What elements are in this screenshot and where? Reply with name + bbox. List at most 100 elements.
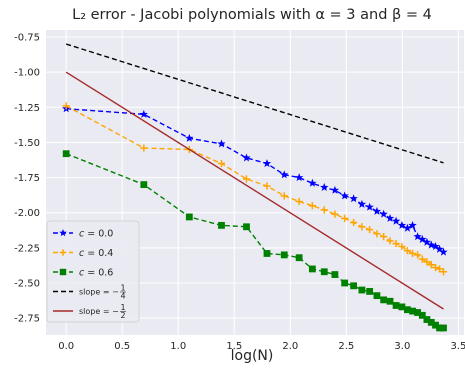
y-axis: -0.75 -1.00 -1.25 -1.50 -1.75 -2.00 -2.25 -2.50… — [14, 33, 40, 325]
y-tick-label: -1.25 — [14, 103, 40, 114]
series-lines — [61, 43, 448, 332]
legend-label: c = 0.0 — [79, 229, 113, 240]
data-point-square — [320, 268, 328, 276]
y-tick-label: -2.25 — [14, 243, 40, 254]
data-point-star — [139, 109, 149, 118]
data-point-star — [185, 133, 194, 142]
data-point-star — [365, 202, 374, 211]
data-point-square — [308, 265, 316, 273]
data-point-square — [331, 271, 339, 278]
y-tick-label: -2.00 — [14, 208, 40, 219]
data-point-square — [404, 306, 411, 314]
data-point-square — [140, 181, 148, 189]
data-point-square — [263, 250, 271, 257]
data-point-star — [413, 232, 422, 241]
x-tick-label: 1.0 — [170, 341, 186, 352]
data-point-plus — [392, 240, 400, 248]
legend-label-var: c — [79, 268, 85, 279]
data-point-plus — [427, 261, 435, 269]
x-tick-label: 1.5 — [226, 341, 242, 352]
data-point-square — [432, 321, 439, 329]
data-point-star — [340, 191, 349, 200]
data-point-plus — [350, 218, 358, 227]
legend-fraction-numerator: 1 — [120, 303, 125, 312]
x-axis-label: log(N) — [231, 348, 274, 364]
data-point-star — [349, 194, 358, 203]
y-tick-label: -0.75 — [14, 33, 40, 44]
data-point-plus — [435, 265, 444, 273]
data-point-star — [431, 242, 440, 251]
data-point-square — [62, 150, 70, 158]
data-point-square — [392, 302, 400, 309]
data-point-plus — [140, 144, 148, 152]
data-point-square — [418, 311, 426, 319]
data-point-star — [59, 229, 67, 237]
data-point-square — [59, 268, 67, 276]
data-point-square — [386, 297, 394, 305]
data-point-star — [439, 247, 448, 256]
data-point-plus — [423, 258, 431, 266]
data-point-star — [397, 220, 407, 229]
data-point-star — [280, 170, 289, 179]
data-point-square — [440, 324, 447, 332]
y-tick-label: -1.00 — [14, 68, 40, 79]
legend-label: slope = − — [79, 288, 119, 297]
legend-label-var: c — [79, 248, 85, 259]
data-point-star — [330, 185, 340, 194]
data-point-plus — [398, 242, 406, 251]
data-point-plus — [366, 225, 374, 234]
data-point-plus — [263, 182, 271, 190]
data-point-star — [427, 240, 436, 249]
legend-label-var: c — [79, 229, 85, 240]
legend-label-value: = 0.4 — [84, 248, 113, 259]
data-point-square — [350, 282, 358, 290]
data-point-square — [398, 303, 406, 311]
data-point-plus — [408, 249, 417, 258]
data-point-square — [373, 292, 381, 300]
data-point-square — [218, 221, 225, 229]
data-point-plus — [341, 214, 349, 222]
legend-label-value: = 0.0 — [84, 229, 113, 240]
data-point-plus — [403, 247, 412, 255]
data-point-star — [422, 237, 432, 246]
data-point-plus — [439, 268, 448, 276]
data-point-square — [436, 324, 443, 332]
data-point-plus — [217, 159, 226, 168]
legend-fraction-numerator: 1 — [120, 284, 125, 293]
data-point-plus — [418, 255, 426, 263]
data-point-plus — [414, 251, 422, 259]
data-point-square — [423, 316, 431, 323]
legend-fraction-denominator: 4 — [120, 292, 125, 301]
data-point-star — [217, 139, 226, 148]
data-point-plus — [59, 249, 67, 256]
data-point-star — [435, 244, 444, 253]
x-tick-label: 0.0 — [58, 341, 74, 352]
chart-title: L₂ error - Jacobi polynomials with α = 3… — [72, 7, 432, 23]
data-point-plus — [380, 233, 388, 241]
data-point-star — [379, 209, 388, 218]
data-point-plus — [280, 192, 288, 200]
data-point-star — [294, 173, 304, 182]
data-point-plus — [386, 237, 394, 245]
data-point-plus — [308, 202, 316, 210]
data-point-plus — [320, 206, 328, 214]
legend-label-value: = 0.6 — [84, 268, 113, 279]
y-tick-label: -2.50 — [14, 278, 40, 289]
data-point-star — [262, 159, 272, 168]
data-point-star — [408, 220, 417, 229]
data-point-star — [403, 223, 412, 232]
data-point-star — [372, 206, 382, 215]
data-point-star — [357, 199, 367, 208]
data-point-star — [385, 213, 395, 222]
data-point-star — [418, 235, 427, 243]
data-point-square — [295, 254, 303, 262]
data-point-square — [427, 318, 435, 326]
legend-label: c = 0.6 — [79, 268, 113, 279]
data-point-square — [358, 286, 366, 294]
data-point-square — [366, 288, 374, 295]
data-point-plus — [358, 223, 366, 231]
x-tick-label: 2.5 — [338, 341, 354, 352]
data-point-square — [280, 251, 288, 259]
